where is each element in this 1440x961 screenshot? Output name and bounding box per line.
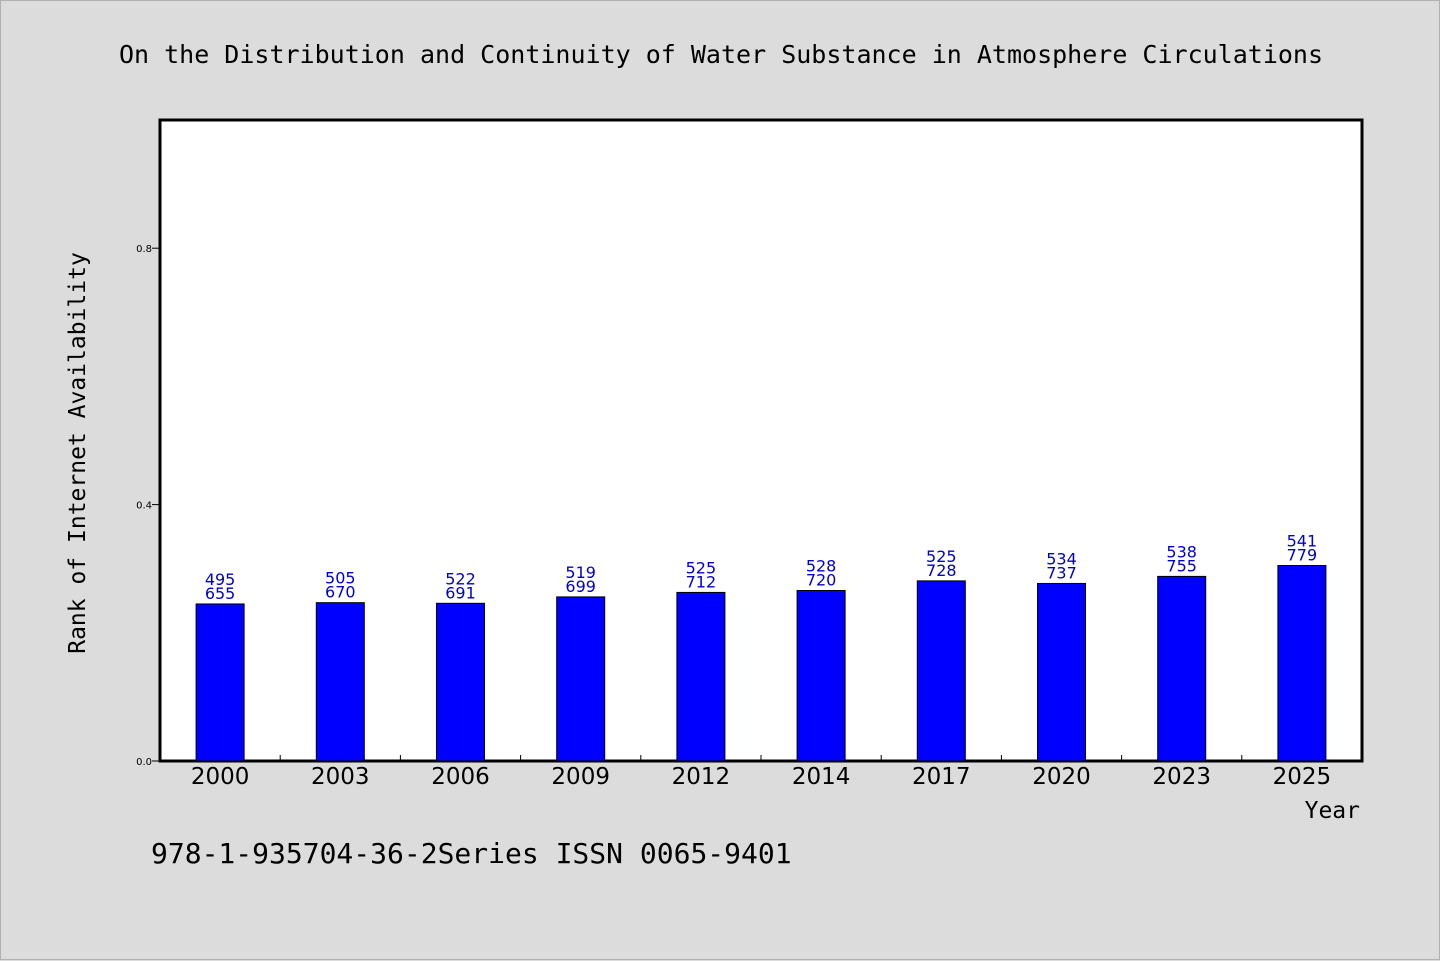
bar-label-upper: 538 [1166,542,1197,561]
bar [195,603,245,762]
bar-label-lower: 720 [806,570,837,589]
x-tick-label: 2009 [551,764,610,790]
bar-label-upper: 528 [806,556,837,575]
bar [1157,575,1207,762]
y-tick-label: 0.4 [136,501,152,512]
y-tick-label: 0.0 [136,757,152,768]
bar-label-upper: 522 [445,569,476,588]
y-tick-label: 0.8 [136,244,152,255]
bar-label-upper: 534 [1046,549,1077,568]
bar-label-lower: 670 [325,583,356,602]
chart-title: On the Distribution and Continuity of Wa… [119,40,1323,69]
x-tick-label: 2012 [672,764,731,790]
bar-label-lower: 728 [926,561,957,580]
bar-label-lower: 779 [1287,545,1318,564]
bar-label-lower: 737 [1046,563,1077,582]
bar-label-upper: 525 [686,558,717,577]
bar [796,589,846,762]
bar-label-upper: 525 [926,547,957,566]
bar [916,580,966,762]
bar-label-lower: 755 [1166,556,1197,575]
x-tick-label: 2025 [1273,764,1332,790]
bar-label-upper: 541 [1287,531,1318,550]
x-tick-label: 2000 [191,764,250,790]
bar-label-lower: 691 [445,583,476,602]
bar-label-upper: 505 [325,569,356,588]
bar [1037,582,1086,762]
x-axis-label: Year [1305,798,1360,824]
bar-label-lower: 699 [565,577,596,596]
bar-label-lower: 655 [205,584,236,603]
bar [1277,564,1327,762]
bar [676,591,726,762]
footer-text: 978-1-935704-36-2Series ISSN 0065-9401 [151,837,792,870]
bar-label-upper: 495 [205,570,236,589]
y-axis-label: Rank of Internet Availability [65,252,91,654]
x-tick-label: 2020 [1032,764,1091,790]
bar [556,596,606,762]
bar-label-lower: 712 [686,572,717,591]
bar-label-upper: 519 [565,563,596,582]
bar-series [195,564,1327,762]
x-tick-label: 2023 [1152,764,1211,790]
x-tick-label: 2003 [311,764,370,790]
y-axis: 0.0 0.4 0.8 [136,244,160,768]
x-tick-label: 2014 [792,764,851,790]
x-tick-label: 2006 [431,764,490,790]
x-axis: 2000 2003 2006 2009 2012 2014 2017 2020 2023 2025 [191,755,1331,790]
x-tick-label: 2017 [912,764,971,790]
bar [315,602,365,762]
bar [436,602,485,762]
